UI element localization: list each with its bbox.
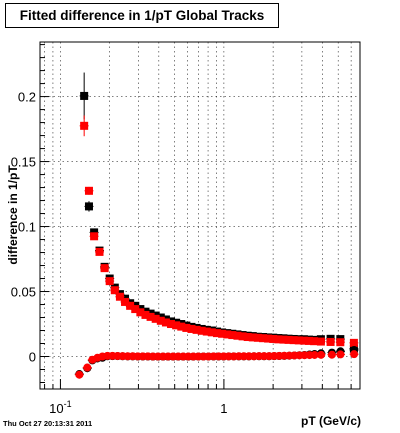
y-axis-label: difference in 1/pT [6,165,20,265]
data-point-circle [336,350,345,359]
data-point-square [110,286,119,295]
data-point-square [269,334,278,343]
data-point-square [213,329,222,338]
data-point-square [84,186,93,195]
data-point-square [172,321,181,330]
data-point-square [177,322,186,331]
data-point-square [207,328,216,337]
data-point-square [141,310,150,319]
data-point-square [253,333,262,342]
data-point-square [182,323,191,332]
data-point-square [156,316,165,325]
data-point-square [349,338,358,347]
data-point-square [80,91,89,100]
data-point-square [192,325,201,334]
data-point-square [121,297,130,306]
data-point-square [146,312,155,321]
data-point-circle [83,363,92,372]
data-point-circle [75,370,84,379]
data-point-square [84,202,93,211]
data-point-square [238,332,247,341]
data-point-square [223,330,232,339]
data-point-square [105,277,114,286]
y-tick-label: 0.2 [18,90,36,105]
y-tick-label: 0.15 [11,155,36,170]
x-axis-label: pT (GeV/c) [301,414,361,428]
data-point-square [126,301,135,310]
data-point-square [284,335,293,344]
y-tick-label: 0.05 [11,285,36,300]
data-point-square [151,314,160,323]
data-point-square [279,335,288,344]
y-tick-label: 0 [29,350,36,365]
data-point-square [115,292,124,301]
data-point-circle [350,350,359,359]
data-point-square [274,335,283,344]
data-point-square [218,329,227,338]
data-point-square [167,320,176,329]
data-point-square [310,337,319,346]
data-point-square [90,232,99,241]
data-point-square [289,336,298,345]
data-point-square [299,336,308,345]
timestamp: Thu Oct 27 20:13:31 2011 [3,419,93,428]
chart-axes: 0 0.05 0.1 0.15 0.2 10-1 1 [11,44,352,416]
data-point-square [316,337,325,346]
data-point-square [100,264,109,273]
data-point-square [233,331,242,340]
data-point-square [197,326,206,335]
chart-title: Fitted difference in 1/pT Global Tracks [5,3,279,28]
data-point-square [161,318,170,327]
data-point-square [131,305,140,314]
data-point-square [80,121,89,130]
data-point-circle [310,350,319,359]
data-point-square [95,247,104,256]
y-tick-label: 0.1 [18,220,36,235]
x-tick-label: 10-1 [49,399,71,416]
x-tick-label: 1 [220,401,227,416]
plot-frame [39,41,361,390]
data-point-square [136,308,145,317]
data-point-square [264,334,273,343]
data-point-square [326,337,335,346]
data-point-square [202,327,211,336]
data-point-square [243,333,252,342]
chart-marks [74,72,359,379]
data-point-square [336,338,345,347]
data-point-square [304,336,313,345]
data-point-square [248,333,257,342]
data-point-square [259,334,268,343]
data-point-circle [317,350,326,359]
data-point-circle [327,350,336,359]
data-point-square [187,324,196,333]
data-point-square [294,336,303,345]
data-point-square [228,331,237,340]
